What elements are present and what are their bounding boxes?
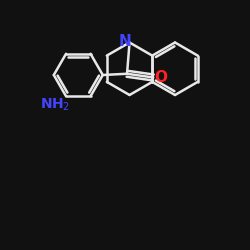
Text: O: O [154, 70, 167, 85]
Text: NH$_2$: NH$_2$ [40, 97, 70, 113]
Text: N: N [119, 34, 132, 49]
